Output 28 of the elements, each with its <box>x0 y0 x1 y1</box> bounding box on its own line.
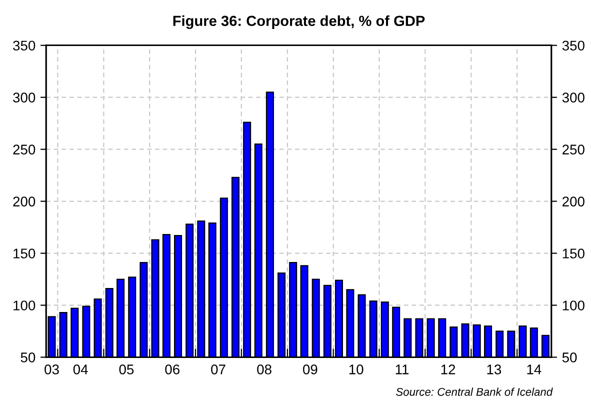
x-tick-label: 08 <box>257 364 272 374</box>
y-tick-label: 250 <box>13 144 36 154</box>
x-tick-label: 11 <box>396 364 409 374</box>
x-tick-label: 14 <box>527 364 542 374</box>
x-tick-label: 12 <box>441 364 456 374</box>
x-tick-label: 13 <box>487 364 502 374</box>
x-tick-label: 09 <box>303 364 318 374</box>
y-tick-label: 350 <box>13 40 36 51</box>
y2-tick-label: 250 <box>562 144 584 154</box>
x-tick-label: 05 <box>119 364 134 374</box>
y2-tick-label: 150 <box>562 248 584 258</box>
x-tick-label: 06 <box>165 364 180 374</box>
y2-tick-label: 200 <box>562 196 584 206</box>
y2-tick-label: 50 <box>562 352 577 362</box>
y-tick-label: 50 <box>20 352 36 362</box>
source-note: Source: Central Bank of Iceland <box>396 388 553 396</box>
y-tick-label: 150 <box>14 248 36 258</box>
chart-title: Figure 36: Corporate debt, % of GDP <box>173 15 425 30</box>
y-tick-label: 200 <box>13 196 36 206</box>
x-tick-label: 10 <box>349 364 364 374</box>
x-tick-label: 03 <box>44 364 59 374</box>
y2-tick-label: 100 <box>562 300 584 310</box>
y2-tick-label: 300 <box>562 92 584 103</box>
y2-tick-label: 350 <box>562 40 584 51</box>
x-tick-label: 04 <box>73 364 88 374</box>
y-tick-label: 300 <box>13 92 36 103</box>
y-tick-label: 100 <box>14 300 36 310</box>
x-tick-label: 07 <box>211 364 226 374</box>
